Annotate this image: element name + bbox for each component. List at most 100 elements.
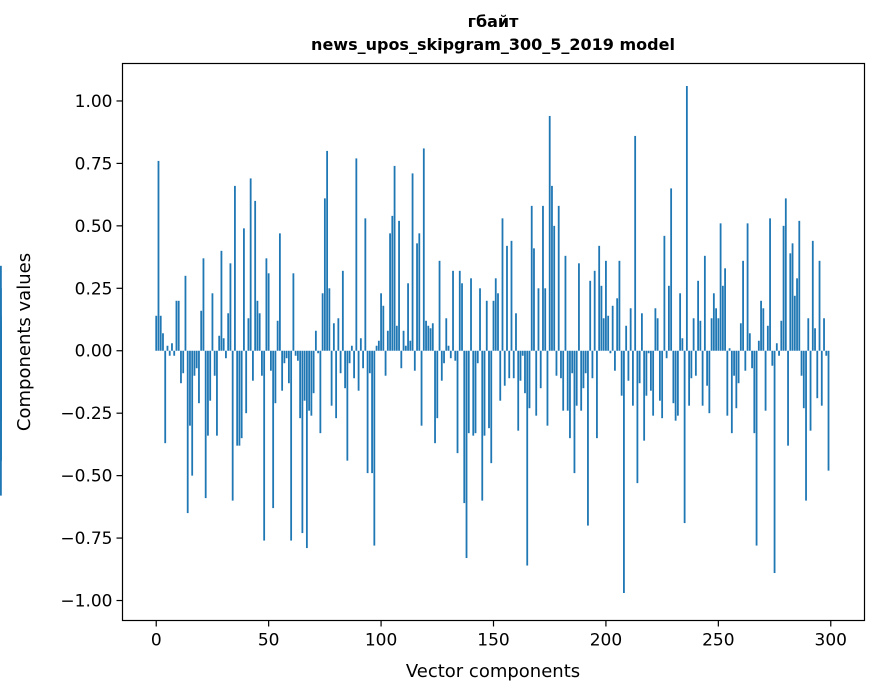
- bar-114: [411, 173, 414, 351]
- y-tick-label: 1.00: [75, 92, 113, 112]
- bar-232: [676, 350, 679, 416]
- bar-178: [555, 350, 558, 376]
- bar-78: [330, 350, 333, 406]
- bar-33: [229, 263, 232, 351]
- bar-103: [386, 330, 389, 351]
- bar-50: [267, 273, 270, 351]
- y-tick-label: −0.75: [60, 529, 112, 549]
- bar-149: [490, 350, 493, 464]
- y-tick-label: −0.25: [60, 404, 112, 424]
- bar-174: [546, 350, 549, 426]
- bar-64: [299, 350, 302, 419]
- x-tick-label: 250: [702, 631, 734, 651]
- bar-158: [510, 240, 513, 351]
- bar-295: [818, 260, 821, 351]
- bar-259: [737, 350, 740, 384]
- bar-175: [548, 115, 551, 351]
- bar-118: [420, 350, 423, 426]
- bar-34: [231, 350, 234, 501]
- bar-216: [641, 313, 643, 351]
- bar-136: [461, 283, 463, 351]
- bar-299: [827, 350, 830, 471]
- bar-18: [195, 350, 198, 369]
- bar-171: [539, 350, 542, 389]
- y-axis: 1.00 0.75 0.50 0.25 0.00 −0.25 −0.50 −0.75 −1.00: [60, 92, 123, 612]
- bar-25: [211, 293, 214, 351]
- bar-127: [440, 350, 443, 381]
- bar-143: [476, 350, 479, 364]
- bar-92: [362, 350, 364, 369]
- bar-14: [186, 350, 189, 514]
- bar-272: [766, 325, 769, 351]
- bar-53: [274, 350, 277, 404]
- bar-40: [245, 350, 248, 414]
- bar-223: [656, 318, 659, 351]
- bar-235: [683, 350, 686, 524]
- bar-161: [517, 350, 520, 431]
- bar-187: [575, 350, 578, 406]
- bar-165: [526, 350, 529, 566]
- bar-61: [292, 273, 295, 351]
- chart-title-line-1: гбайт: [468, 12, 520, 31]
- bar-207: [620, 350, 623, 396]
- bar-196: [596, 350, 598, 439]
- bar-79: [332, 323, 335, 351]
- bar-220: [649, 350, 652, 391]
- bar-154: [501, 218, 504, 351]
- bar-152: [497, 293, 499, 351]
- bar-188: [578, 263, 580, 351]
- bar-180: [560, 350, 562, 379]
- bar-75: [323, 198, 326, 351]
- bar-280: [784, 198, 787, 351]
- bar-276: [775, 343, 778, 351]
- bar-202: [609, 350, 612, 354]
- bar-82: [339, 350, 342, 374]
- bar-110: [402, 330, 405, 351]
- bar-294: [816, 350, 819, 399]
- bar-195: [593, 270, 596, 351]
- bar-197: [598, 245, 601, 351]
- y-tick-label: 0.50: [75, 217, 113, 237]
- x-axis-label: Vector components: [406, 661, 580, 682]
- bar-209: [625, 325, 628, 351]
- bar-44: [254, 200, 257, 351]
- bar-247: [710, 318, 713, 351]
- bar-263: [746, 223, 749, 351]
- x-tick-label: 0: [151, 631, 162, 651]
- x-axis: 0 50 100 150 200 250 300: [151, 620, 847, 651]
- bar-281: [787, 350, 789, 446]
- bar-1: [157, 160, 160, 351]
- bar-7: [171, 343, 173, 351]
- bar-111: [404, 345, 407, 351]
- bar-115: [413, 350, 416, 371]
- bar-60: [290, 350, 293, 541]
- bar-122: [429, 328, 432, 351]
- bar-198: [600, 285, 603, 351]
- bar-135: [458, 270, 461, 351]
- bar-12: [182, 350, 185, 374]
- chart-title-line-2: news_upos_skipgram_300_5_2019 model: [311, 35, 675, 54]
- bar-11: [180, 350, 182, 384]
- bar-97: [373, 350, 376, 546]
- bar-277: [778, 350, 780, 356]
- bar-67: [305, 350, 308, 549]
- bar-190: [582, 350, 585, 389]
- bar-56: [281, 350, 284, 391]
- bar-271: [764, 350, 767, 411]
- bar-24: [209, 350, 212, 401]
- bar-225: [661, 350, 664, 419]
- bar-215: [638, 350, 641, 384]
- bar-63: [296, 350, 299, 361]
- bar-124: [434, 350, 436, 444]
- bar-113: [409, 340, 412, 351]
- bar-278: [780, 320, 783, 351]
- bar-94: [366, 350, 369, 474]
- bar-126: [438, 260, 441, 351]
- bar-20: [200, 310, 203, 351]
- bar-204: [614, 350, 616, 371]
- bar-undefined: [0, 350, 2, 421]
- bar-102: [384, 350, 387, 376]
- bar-210: [627, 350, 630, 381]
- bar-19: [198, 350, 200, 404]
